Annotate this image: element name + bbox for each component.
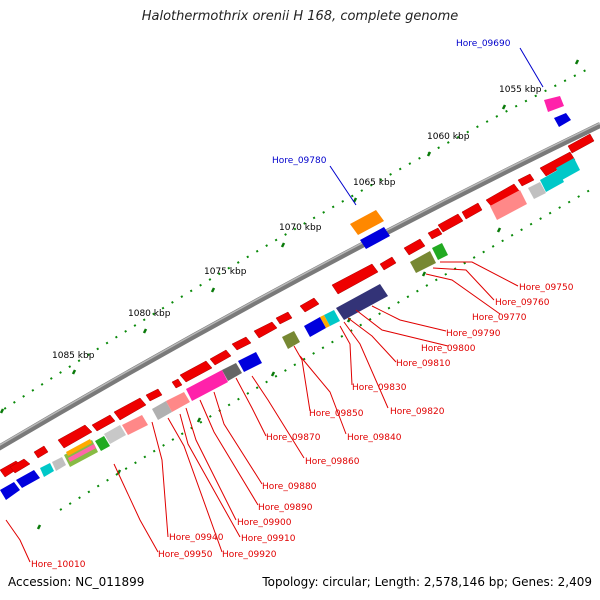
- highlighted-gene-blocks: [350, 96, 571, 249]
- gene-arrow: [179, 360, 213, 383]
- genome-backbone: [0, 122, 600, 451]
- forward-strand-genes: [0, 133, 595, 478]
- gene-block: [336, 284, 388, 320]
- gene-block: [238, 352, 262, 372]
- gene-block: [320, 315, 330, 328]
- gene-block: [16, 470, 40, 488]
- gene-block: [40, 463, 54, 477]
- gene-label-hore-09770[interactable]: Hore_09770: [472, 313, 527, 323]
- scale-label-1080: 1080 kbp: [128, 309, 171, 319]
- gene-label-hore-09800[interactable]: Hore_09800: [421, 344, 476, 354]
- gene-arrow: [253, 321, 278, 339]
- scale-dots: [0, 67, 591, 511]
- gene-label-hore-10010[interactable]: Hore_10010: [31, 560, 86, 570]
- gene-label-hore-09860[interactable]: Hore_09860: [305, 457, 360, 467]
- accession-text: Accession: NC_011899: [8, 575, 145, 589]
- gene-label-hore-09830[interactable]: Hore_09830: [352, 383, 407, 393]
- gene-block: [304, 317, 326, 337]
- reverse-strand-genes: [0, 158, 580, 500]
- gene-arrow: [231, 336, 252, 351]
- blue-gene-labels: Hore_09690 Hore_09780: [272, 39, 511, 166]
- gene-label-hore-09850[interactable]: Hore_09850: [309, 409, 364, 419]
- gene-block: [556, 158, 580, 180]
- gene-arrow: [275, 311, 293, 325]
- gene-arrow: [461, 202, 483, 220]
- gene-hore-09780-blue: [360, 227, 390, 249]
- gene-arrow: [379, 256, 397, 271]
- gene-label-hore-09940[interactable]: Hore_09940: [169, 533, 224, 543]
- gene-block: [432, 243, 448, 260]
- gene-arrow: [427, 227, 443, 240]
- gene-block: [186, 370, 228, 401]
- gene-block: [282, 331, 300, 349]
- gene-label-hore-09840[interactable]: Hore_09840: [347, 433, 402, 443]
- scale-label-1085: 1085 kbp: [52, 351, 95, 361]
- gene-block: [152, 401, 172, 420]
- gene-arrow: [403, 238, 426, 256]
- scale-label-1070: 1070 kbp: [279, 223, 322, 233]
- gene-label-hore-09900[interactable]: Hore_09900: [237, 518, 292, 528]
- gene-label-hore-09920[interactable]: Hore_09920: [222, 550, 277, 560]
- scale-label-1065: 1065 kbp: [353, 178, 396, 188]
- gene-arrow: [331, 263, 379, 295]
- gene-label-hore-09950[interactable]: Hore_09950: [158, 550, 213, 560]
- gene-label-hore-09880[interactable]: Hore_09880: [262, 482, 317, 492]
- scale-label-1060: 1060 kbp: [427, 132, 470, 142]
- gene-block: [95, 436, 110, 451]
- gene-label-hore-09690[interactable]: Hore_09690: [456, 39, 511, 49]
- gene-arrow: [91, 414, 116, 432]
- gene-label-hore-09760[interactable]: Hore_09760: [495, 298, 550, 308]
- red-gene-labels: Hore_09750 Hore_09760 Hore_09770 Hore_09…: [31, 283, 574, 570]
- gene-arrow: [57, 424, 93, 449]
- gene-block: [122, 415, 148, 435]
- gene-arrow: [517, 173, 535, 187]
- gene-block: [528, 182, 546, 199]
- gene-label-hore-09910[interactable]: Hore_09910: [241, 534, 296, 544]
- gene-arrow: [145, 388, 163, 402]
- gene-arrow: [299, 297, 320, 313]
- gene-arrow: [171, 378, 183, 389]
- gene-label-hore-09870[interactable]: Hore_09870: [266, 433, 321, 443]
- gene-arrow: [33, 445, 49, 459]
- scale-label-1055: 1055 kbp: [499, 85, 542, 95]
- topology-text: Topology: circular; Length: 2,578,146 bp…: [262, 575, 592, 589]
- gene-arrow: [567, 133, 595, 154]
- blue-leader-lines: [329, 47, 544, 206]
- gene-block: [52, 457, 66, 471]
- red-leader-lines: [5, 261, 519, 563]
- gene-block: [104, 425, 126, 444]
- gene-label-hore-09780[interactable]: Hore_09780: [272, 156, 327, 166]
- gene-label-hore-09750[interactable]: Hore_09750: [519, 283, 574, 293]
- gene-arrow: [113, 397, 147, 421]
- gene-block: [540, 170, 564, 192]
- gene-label-hore-09820[interactable]: Hore_09820: [390, 407, 445, 417]
- gene-block: [68, 444, 96, 462]
- gene-arrow: [9, 458, 31, 474]
- gene-hore-09780-orange: [350, 210, 384, 235]
- scale-ticks: [0, 59, 580, 530]
- gene-label-hore-09790[interactable]: Hore_09790: [446, 329, 501, 339]
- gene-block: [410, 251, 436, 273]
- gene-block: [0, 482, 20, 500]
- gene-label-hore-09890[interactable]: Hore_09890: [258, 503, 313, 513]
- gene-hore-09690-blue: [554, 113, 571, 127]
- scale-labels: 1055 kbp 1060 kbp 1065 kbp 1070 kbp 1075…: [52, 85, 542, 361]
- gene-block: [222, 363, 242, 381]
- gene-block: [324, 310, 340, 326]
- scale-label-1075: 1075 kbp: [204, 267, 247, 277]
- map-title: Halothermothrix orenii H 168, complete g…: [141, 9, 459, 24]
- gene-arrow: [437, 213, 464, 233]
- gene-hore-09690-pink: [544, 96, 564, 112]
- gene-arrow: [209, 349, 232, 366]
- gene-block: [490, 190, 527, 220]
- gene-label-hore-09810[interactable]: Hore_09810: [396, 359, 451, 369]
- gene-block: [166, 392, 190, 412]
- gene-block: [66, 439, 92, 456]
